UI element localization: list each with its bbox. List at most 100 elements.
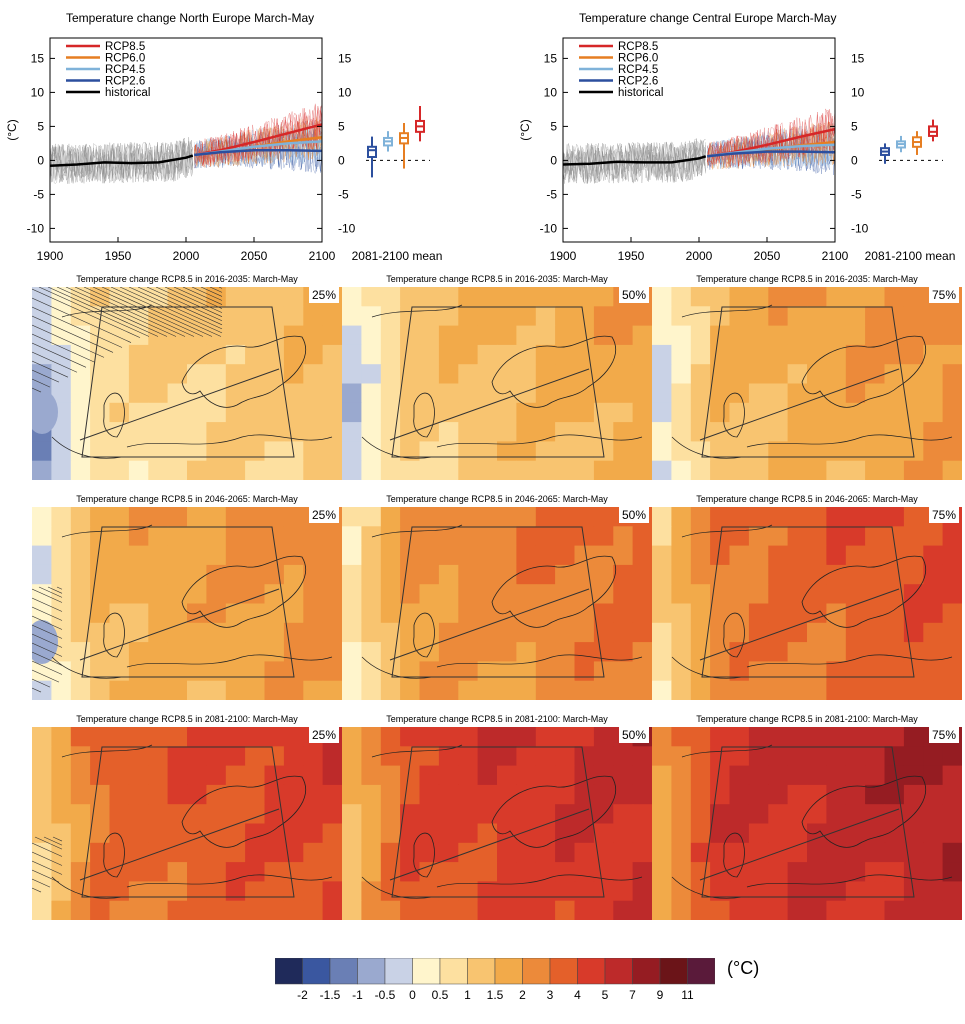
field-cell <box>361 900 382 920</box>
percentile-label: 25% <box>308 287 339 303</box>
field-cell <box>593 325 614 346</box>
field-cell <box>303 584 324 605</box>
field-cell <box>690 306 711 327</box>
field-cell <box>807 526 827 547</box>
hatch-line <box>101 287 213 337</box>
field-cell <box>748 325 769 346</box>
field-cell <box>109 603 130 624</box>
field-cell <box>555 422 576 442</box>
colorbar-swatch <box>632 958 661 985</box>
field-cell <box>497 862 517 882</box>
field-cell <box>884 680 905 700</box>
field-cell <box>516 680 537 700</box>
scenario-ensemble-member <box>706 110 836 168</box>
coastline-british-isles <box>103 392 125 438</box>
y-tick-label: 15 <box>338 51 352 65</box>
field-cell <box>497 881 517 902</box>
field-cell <box>70 900 91 920</box>
colorbar-tick-label: -0.5 <box>374 988 396 1002</box>
map-title: Temperature change RCP8.5 in 2081-2100: … <box>76 714 298 724</box>
field-cell <box>225 804 246 825</box>
field-cell <box>206 564 227 585</box>
map-field <box>32 727 342 920</box>
colorbar-tick-label: -2 <box>297 988 308 1002</box>
field-cell <box>148 842 169 863</box>
field-cell <box>497 804 517 825</box>
field-cell <box>32 526 52 547</box>
field-cell <box>128 746 149 767</box>
field-cell <box>884 460 905 480</box>
field-cell <box>342 804 362 825</box>
field-cell <box>128 507 149 527</box>
field-cell <box>942 622 962 643</box>
field-cell <box>729 441 750 462</box>
field-cell <box>342 325 362 346</box>
hatch-line <box>32 288 141 338</box>
y-tick-label: -10 <box>540 221 558 235</box>
map-panel: Temperature change RCP8.5 in 2081-2100: … <box>32 714 342 920</box>
coastline-scandinavia <box>181 555 307 628</box>
field-cell <box>671 680 692 700</box>
colorbar-swatches <box>275 958 715 985</box>
field-cell <box>128 862 149 882</box>
field-cell <box>264 804 285 825</box>
field-cell <box>245 545 266 566</box>
field-cell <box>303 680 324 700</box>
field-cell <box>671 545 692 566</box>
field-cell <box>458 344 479 365</box>
field-cell <box>225 642 246 662</box>
field-cell <box>361 545 382 566</box>
field-cell <box>167 603 188 624</box>
field-cell <box>632 545 652 566</box>
map-title: Temperature change RCP8.5 in 2016-2035: … <box>696 274 918 284</box>
hatch-line <box>32 588 63 603</box>
field-cell <box>477 545 498 566</box>
field-cell <box>632 900 652 920</box>
hatch-line <box>74 287 186 337</box>
field-cell <box>303 642 324 662</box>
map-panel: Temperature change RCP8.5 in 2081-2100: … <box>652 714 962 920</box>
field-cell <box>826 564 847 585</box>
field-cell <box>225 344 246 365</box>
field-cell <box>90 661 111 682</box>
colorbar-tick-label: -1 <box>352 988 363 1002</box>
x-tick-label: 2050 <box>754 249 781 263</box>
field-cell <box>865 460 886 480</box>
field-cell <box>787 526 808 547</box>
field-cell <box>70 862 91 882</box>
field-cell <box>516 746 537 767</box>
field-cell <box>109 823 130 844</box>
field-cell <box>845 441 866 462</box>
field-cell <box>845 862 866 882</box>
y-tick-label: 10 <box>851 85 865 99</box>
field-cell <box>303 661 324 682</box>
field-cell <box>206 823 227 844</box>
hatch-line <box>137 287 223 326</box>
field-cell <box>574 784 595 805</box>
field-cell <box>865 622 886 643</box>
field-cell <box>400 460 421 480</box>
field-cell <box>109 507 130 527</box>
field-cell <box>613 564 634 585</box>
hatch-line <box>146 287 223 322</box>
field-cell <box>884 842 905 863</box>
field-cell <box>807 422 827 442</box>
field-cell <box>613 642 634 662</box>
field-cell <box>90 765 111 786</box>
field-cell <box>942 680 962 700</box>
field-cell <box>51 784 72 805</box>
map-panel: Temperature change RCP8.5 in 2046-2065: … <box>342 494 652 700</box>
field-cell <box>613 364 634 385</box>
field-cell <box>225 823 246 844</box>
field-cell <box>167 441 188 462</box>
field-cell <box>652 900 672 920</box>
field-cell <box>768 344 789 365</box>
field-cell <box>632 804 652 825</box>
field-cell <box>90 441 111 462</box>
field-cell <box>225 507 246 527</box>
field-cell <box>322 823 342 844</box>
field-cell <box>322 526 342 547</box>
field-cell <box>109 862 130 882</box>
field-cell <box>787 422 808 442</box>
field-cell <box>342 881 362 902</box>
